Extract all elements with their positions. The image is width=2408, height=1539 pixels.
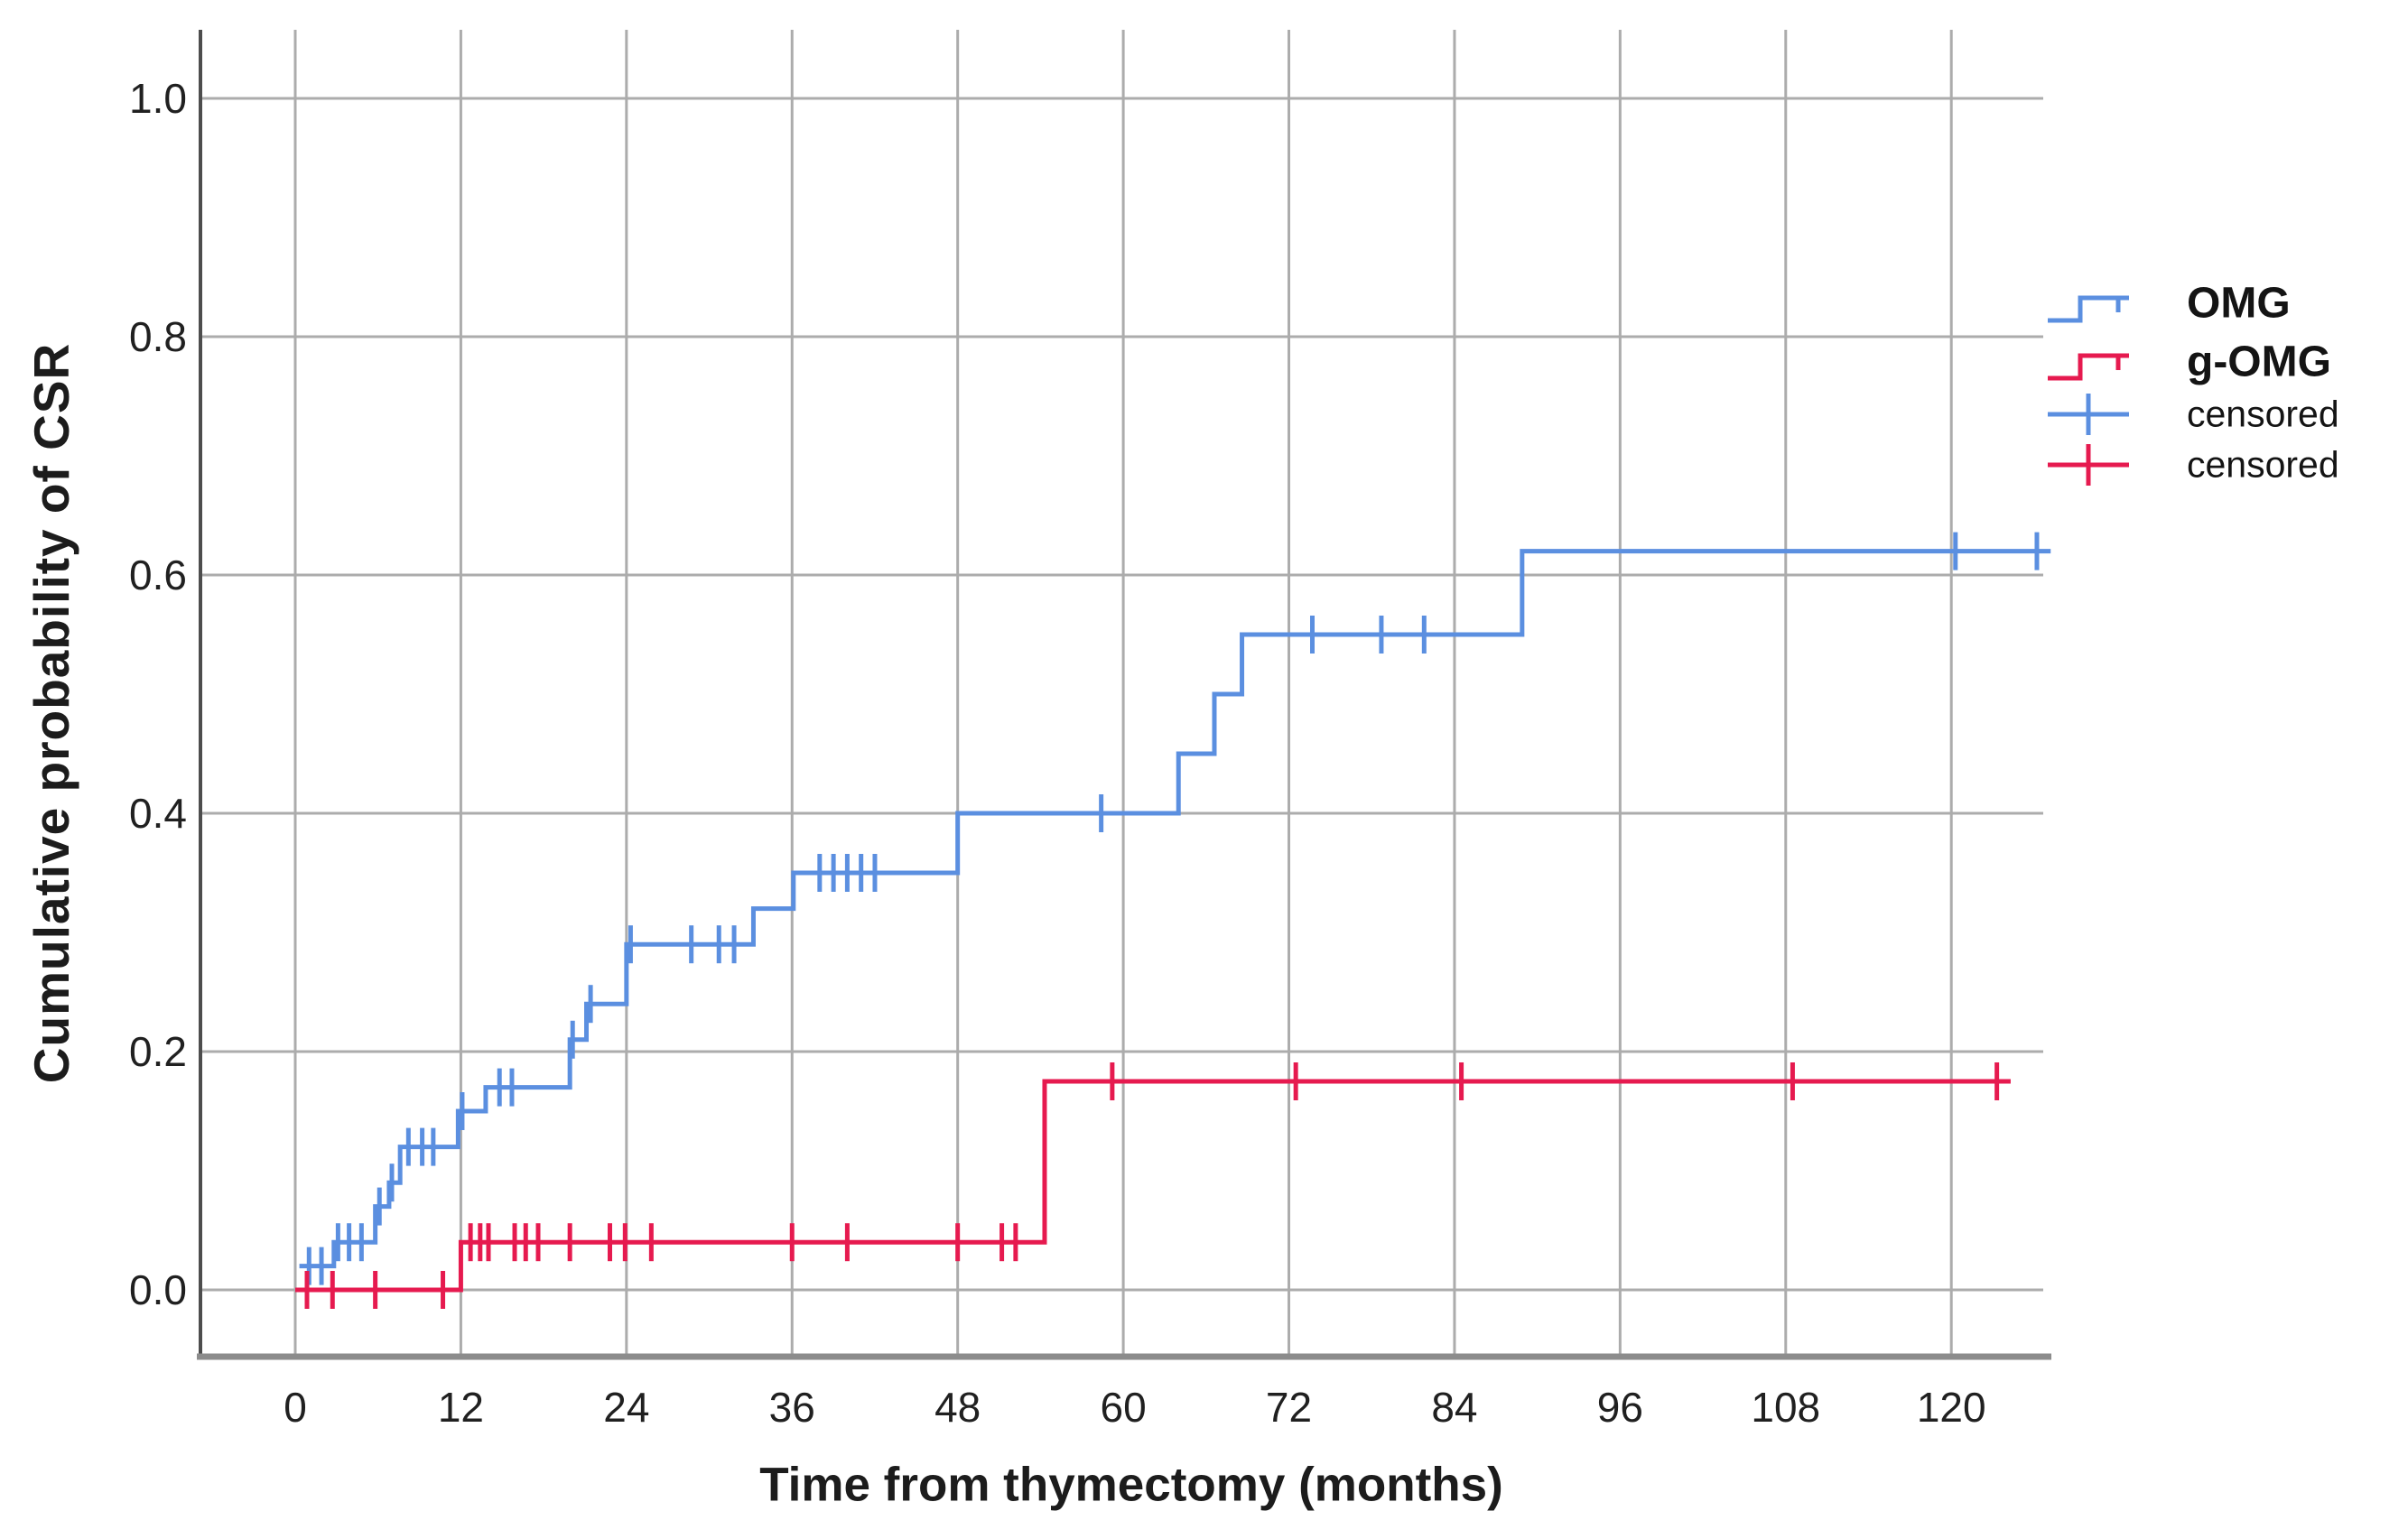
x-tick-label: 108 [1751,1384,1821,1431]
x-tick-label: 120 [1916,1384,1986,1431]
x-tick-label: 0 [284,1384,307,1431]
legend-step-sample-omg [2048,295,2129,323]
x-axis-title: Time from thymectomy (months) [759,1458,1503,1512]
legend-label-censored-g-omg: censored [2187,443,2339,486]
series-line-g-omg [295,1079,2011,1293]
x-tick-label: 36 [768,1384,815,1431]
x-tick-label: 84 [1431,1384,1478,1431]
legend-step-sample-g-omg [2048,353,2129,381]
series-line-omg [299,549,2051,1269]
legend-label-g-omg: g-OMG [2187,338,2331,386]
x-tick-label: 12 [437,1384,484,1431]
y-tick-label: 0.8 [129,313,187,360]
legend-label-omg: OMG [2187,279,2291,328]
legend-label-censored-omg: censored [2187,393,2339,435]
y-tick-label: 0.4 [129,790,187,837]
y-tick-label: 0.0 [129,1266,187,1313]
x-tick-label: 60 [1100,1384,1147,1431]
x-tick-label: 48 [934,1384,981,1431]
y-axis-title: Cumulative probability of CSR [23,342,79,1084]
x-tick-label: 24 [603,1384,650,1431]
x-tick-label: 72 [1265,1384,1313,1431]
y-tick-label: 0.2 [129,1028,187,1075]
y-tick-label: 0.6 [129,552,187,598]
x-tick-label: 96 [1596,1384,1643,1431]
y-tick-label: 1.0 [129,75,187,122]
